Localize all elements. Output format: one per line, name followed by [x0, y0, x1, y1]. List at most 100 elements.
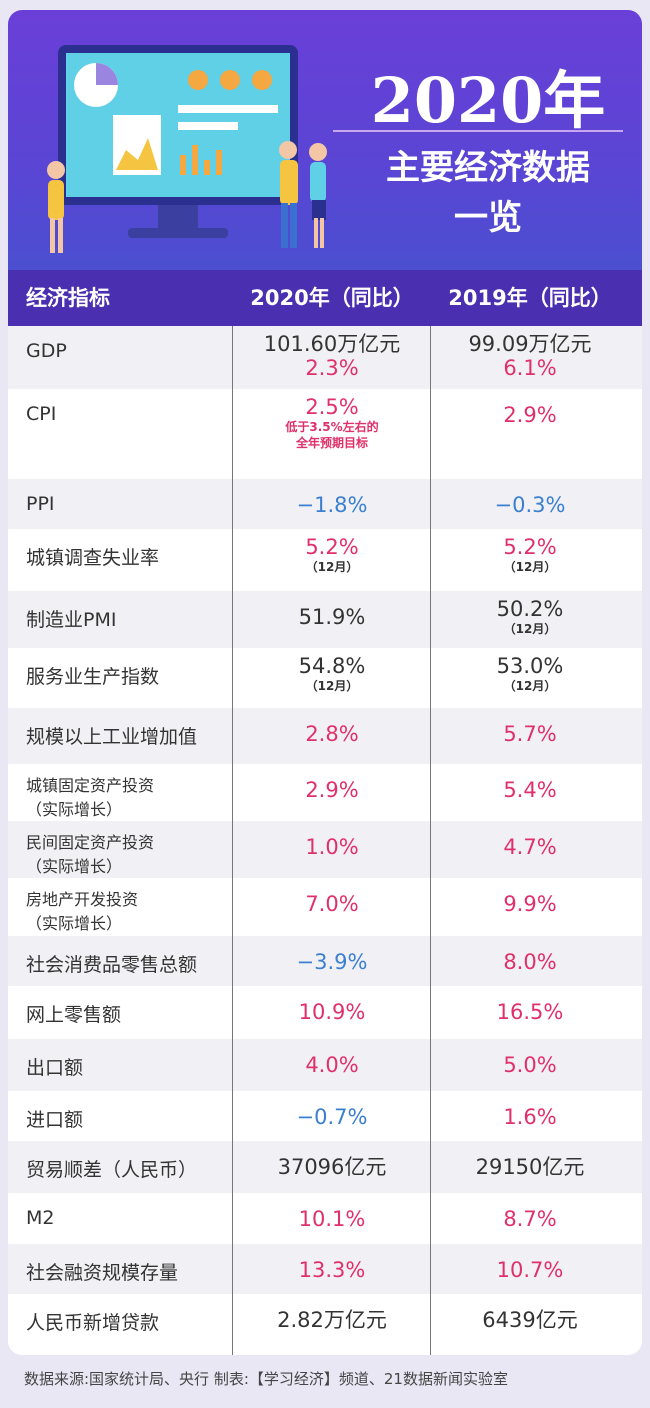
- indicator: PPI: [26, 493, 55, 515]
- value: 2.9%: [503, 403, 557, 427]
- value-cell: −3.9%: [232, 950, 432, 974]
- value: 5.2%: [305, 535, 359, 559]
- value-cell: 101.60万亿元 2.3%: [232, 332, 432, 380]
- indicator-line: 网上零售额: [26, 1004, 122, 1026]
- table-row: 民间固定资产投资 （实际增长） 1.0% 4.7%: [8, 821, 642, 878]
- value: 4.0%: [305, 1053, 359, 1077]
- table-row: 规模以上工业增加值 2.8% 5.7%: [8, 708, 642, 764]
- value-cell: 53.0% （12月）: [430, 654, 630, 694]
- divider: [333, 130, 623, 132]
- value-cell: 5.0%: [430, 1053, 630, 1077]
- table-row: CPI 2.5% 低于3.5%左右的 全年预期目标 2.9%: [8, 389, 642, 479]
- illustration: [47, 45, 327, 253]
- value: −3.9%: [296, 950, 368, 974]
- indicator-line: 人民币新增贷款: [26, 1312, 160, 1334]
- indicator: 人民币新增贷款: [26, 1308, 159, 1335]
- indicator-line: 房地产开发投资: [26, 890, 139, 909]
- value: 54.8%: [298, 654, 366, 678]
- indicator: GDP: [26, 340, 67, 362]
- value: 2.82万亿元: [277, 1308, 387, 1332]
- value-cell: 1.0%: [232, 835, 432, 859]
- value: 13.3%: [298, 1258, 366, 1282]
- value: 5.7%: [503, 722, 557, 746]
- value-cell: 2.8%: [232, 722, 432, 746]
- indicator: 进口额: [26, 1105, 83, 1132]
- table-row: 进口额 −0.7% 1.6%: [8, 1091, 642, 1141]
- header-cell: 2019年（同比）: [448, 286, 612, 310]
- value: 16.5%: [496, 1000, 564, 1024]
- value-cell: 37096亿元: [232, 1155, 432, 1179]
- value-cell: 9.9%: [430, 892, 630, 916]
- value: −1.8%: [296, 493, 368, 517]
- indicator-line: 出口额: [26, 1057, 84, 1079]
- value-cell: 13.3%: [232, 1258, 432, 1282]
- note: （12月）: [305, 679, 359, 693]
- value-cell: 5.4%: [430, 778, 630, 802]
- value: 1.0%: [305, 835, 359, 859]
- value: 5.4%: [503, 778, 557, 802]
- value: 9.9%: [503, 892, 557, 916]
- indicator-line: 社会融资规模存量: [26, 1262, 179, 1284]
- indicator-line: 服务业生产指数: [26, 666, 160, 688]
- footer: 数据来源:国家统计局、央行 制表:【学习经济】频道、21数据新闻实验室: [24, 1370, 508, 1388]
- value-cell: −1.8%: [232, 493, 432, 517]
- value-cell: 5.2% （12月）: [430, 535, 630, 575]
- value-cell: 10.1%: [232, 1207, 432, 1231]
- value: 6439亿元: [482, 1308, 578, 1332]
- indicator-line: （实际增长）: [26, 800, 123, 819]
- value-cell: 1.6%: [430, 1105, 630, 1129]
- indicator: 服务业生产指数: [26, 662, 159, 689]
- indicator-line: 城镇调查失业率: [26, 547, 160, 569]
- banner-title: 2020年: [370, 64, 606, 137]
- indicator-line: 贸易顺差（人民币）: [26, 1159, 198, 1181]
- column-divider: [430, 326, 431, 1355]
- indicator-line: M2: [26, 1207, 55, 1229]
- value-cell: 10.7%: [430, 1258, 630, 1282]
- indicator-line: 规模以上工业增加值: [26, 726, 198, 748]
- value-cell: 50.2% （12月）: [430, 597, 630, 637]
- value-cell: 54.8% （12月）: [232, 654, 432, 694]
- value-cell: 4.7%: [430, 835, 630, 859]
- table-row: 社会融资规模存量 13.3% 10.7%: [8, 1244, 642, 1294]
- value: 2.9%: [305, 778, 359, 802]
- indicator: 贸易顺差（人民币）: [26, 1155, 197, 1182]
- value: 29150亿元: [475, 1155, 585, 1179]
- indicator: 网上零售额: [26, 1000, 121, 1027]
- header-cell: 经济指标: [26, 286, 110, 310]
- value-cell: 7.0%: [232, 892, 432, 916]
- indicator-line: 城镇固定资产投资: [26, 776, 155, 795]
- table-row: PPI −1.8% −0.3%: [8, 479, 642, 529]
- value: 1.6%: [503, 1105, 557, 1129]
- table-row: 出口额 4.0% 5.0%: [8, 1039, 642, 1091]
- value-cell: 2.82万亿元: [232, 1308, 432, 1332]
- value: 5.0%: [503, 1053, 557, 1077]
- header-cell: 2020年（同比）: [250, 286, 414, 310]
- indicator: 社会融资规模存量: [26, 1258, 178, 1285]
- value: 8.0%: [503, 950, 557, 974]
- table-row: 制造业PMI 51.9% 50.2% （12月）: [8, 591, 642, 648]
- table-row: M2 10.1% 8.7%: [8, 1193, 642, 1244]
- table-row: 贸易顺差（人民币） 37096亿元 29150亿元: [8, 1141, 642, 1193]
- value: 50.2%: [496, 597, 564, 621]
- indicator: 城镇调查失业率: [26, 543, 159, 570]
- value: −0.3%: [494, 493, 566, 517]
- value: 10.9%: [298, 1000, 366, 1024]
- indicator: 民间固定资产投资 （实际增长）: [26, 829, 154, 877]
- value: 53.0%: [496, 654, 564, 678]
- value: 2.3%: [305, 356, 359, 380]
- value: −0.7%: [296, 1105, 368, 1129]
- indicator-line: （实际增长）: [26, 857, 123, 876]
- note: （12月）: [305, 560, 359, 574]
- indicator: 房地产开发投资 （实际增长）: [26, 886, 138, 934]
- value-cell: 29150亿元: [430, 1155, 630, 1179]
- indicator-line: CPI: [26, 403, 57, 425]
- table-row: 房地产开发投资 （实际增长） 7.0% 9.9%: [8, 878, 642, 936]
- value-cell: −0.3%: [430, 493, 630, 517]
- indicator: 社会消费品零售总额: [26, 950, 197, 977]
- banner-subtitle: 主要经济数据: [386, 148, 590, 188]
- value-cell: 5.7%: [430, 722, 630, 746]
- table-row: 人民币新增贷款 2.82万亿元 6439亿元: [8, 1294, 642, 1346]
- value: 5.2%: [503, 535, 557, 559]
- indicator-line: GDP: [26, 340, 67, 362]
